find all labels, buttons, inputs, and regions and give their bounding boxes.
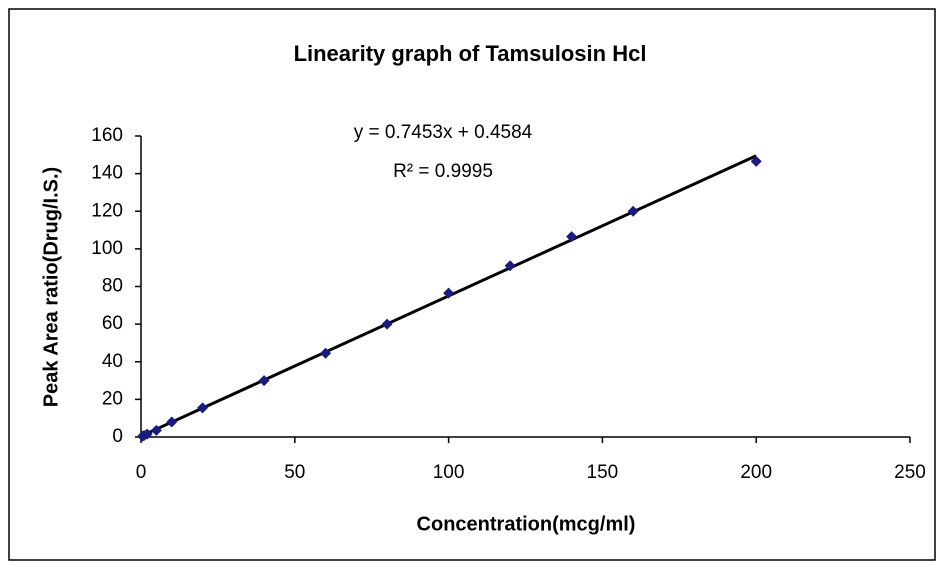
- data-point: [443, 287, 455, 299]
- x-tick-label: 200: [740, 462, 772, 483]
- y-tick-label: 80: [102, 276, 123, 297]
- data-point: [320, 347, 332, 359]
- data-point: [504, 260, 516, 272]
- data-point: [566, 231, 578, 243]
- data-point: [381, 318, 393, 330]
- data-point: [141, 428, 153, 440]
- data-point: [197, 402, 209, 414]
- data-point: [150, 424, 162, 436]
- x-axis-label: Concentration(mcg/ml): [417, 513, 636, 535]
- x-tick-label: 150: [587, 462, 619, 483]
- y-tick-label: 100: [91, 238, 123, 259]
- y-tick-label: 40: [102, 351, 123, 372]
- y-tick-label: 0: [112, 426, 123, 447]
- x-tick-label: 0: [136, 462, 147, 483]
- data-point: [750, 155, 762, 167]
- r-squared: R² = 0.9995: [393, 161, 493, 182]
- y-tick-label: 120: [91, 200, 123, 221]
- x-tick-label: 250: [894, 462, 926, 483]
- data-point: [166, 416, 178, 428]
- x-tick-label: 100: [433, 462, 465, 483]
- y-tick-label: 20: [102, 388, 123, 409]
- trendline-equation: y = 0.7453x + 0.4584: [354, 122, 533, 143]
- y-tick-label: 160: [91, 125, 123, 146]
- y-tick-label: 140: [91, 163, 123, 184]
- x-tick-label: 50: [284, 462, 305, 483]
- data-point: [258, 375, 270, 387]
- y-tick-label: 60: [102, 313, 123, 334]
- y-axis-label: Peak Area ratio(Drug/I.S.): [40, 167, 62, 407]
- chart-title: Linearity graph of Tamsulosin Hcl: [294, 41, 647, 66]
- data-point: [627, 205, 639, 217]
